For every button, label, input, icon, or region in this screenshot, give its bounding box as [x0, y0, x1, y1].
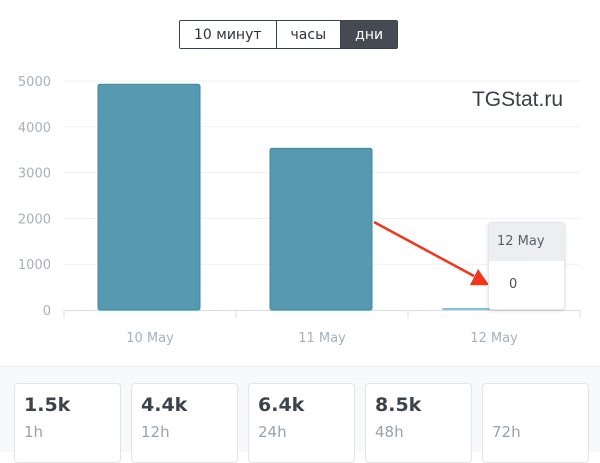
tooltip-value: 0: [509, 277, 518, 292]
stat-label: 1h: [24, 423, 44, 441]
y-tick-label: 3000: [18, 167, 51, 182]
stat-card-24h[interactable]: 6.4k 24h: [248, 383, 355, 463]
tooltip-title: 12 May: [489, 223, 564, 261]
stat-card-12h[interactable]: 4.4k 12h: [131, 383, 238, 463]
x-tick-label: 10 May: [126, 331, 174, 346]
x-tick-label: 11 May: [298, 331, 346, 346]
stat-value: 1.5k: [24, 394, 71, 416]
annotation-arrow-head-icon: [470, 269, 489, 285]
watermark-text: TGStat.ru: [472, 88, 563, 111]
stat-card-1h[interactable]: 1.5k 1h: [14, 383, 121, 463]
stat-label: 72h: [492, 423, 521, 441]
stat-label: 24h: [258, 423, 287, 441]
period-10min-button[interactable]: 10 минут: [180, 21, 277, 48]
period-days-button[interactable]: дни: [341, 21, 398, 48]
bar-10-may: [97, 83, 201, 311]
y-tick-label: 5000: [18, 75, 51, 90]
chart-tooltip: 12 May 0: [488, 222, 565, 310]
stat-value: 8.5k: [375, 394, 422, 416]
stat-value: 6.4k: [258, 394, 305, 416]
y-tick-label: 1000: [18, 258, 51, 273]
y-tick-label: 4000: [18, 121, 51, 136]
bar-11-may: [269, 147, 373, 311]
stats-panel: 1.5k 1h 4.4k 12h 6.4k 24h 8.5k 48h 72h: [0, 366, 600, 463]
annotation-arrow-line: [373, 220, 475, 278]
y-tick-label: 0: [43, 304, 51, 319]
period-hours-button[interactable]: часы: [276, 21, 342, 48]
stat-card-48h[interactable]: 8.5k 48h: [365, 383, 472, 463]
period-toggle: 10 минут часы дни: [179, 20, 399, 49]
bar-chart: 0 1000 2000 3000 4000 5000 10 May 11 May 12 May T…: [18, 75, 581, 346]
stat-value: 4.4k: [141, 394, 188, 416]
stat-value: [492, 394, 588, 418]
x-tick-label: 12 May: [470, 331, 518, 346]
stat-label: 48h: [375, 423, 404, 441]
stat-card-72h[interactable]: 72h: [482, 383, 589, 463]
y-tick-label: 2000: [18, 212, 51, 227]
stat-label: 12h: [141, 423, 170, 441]
